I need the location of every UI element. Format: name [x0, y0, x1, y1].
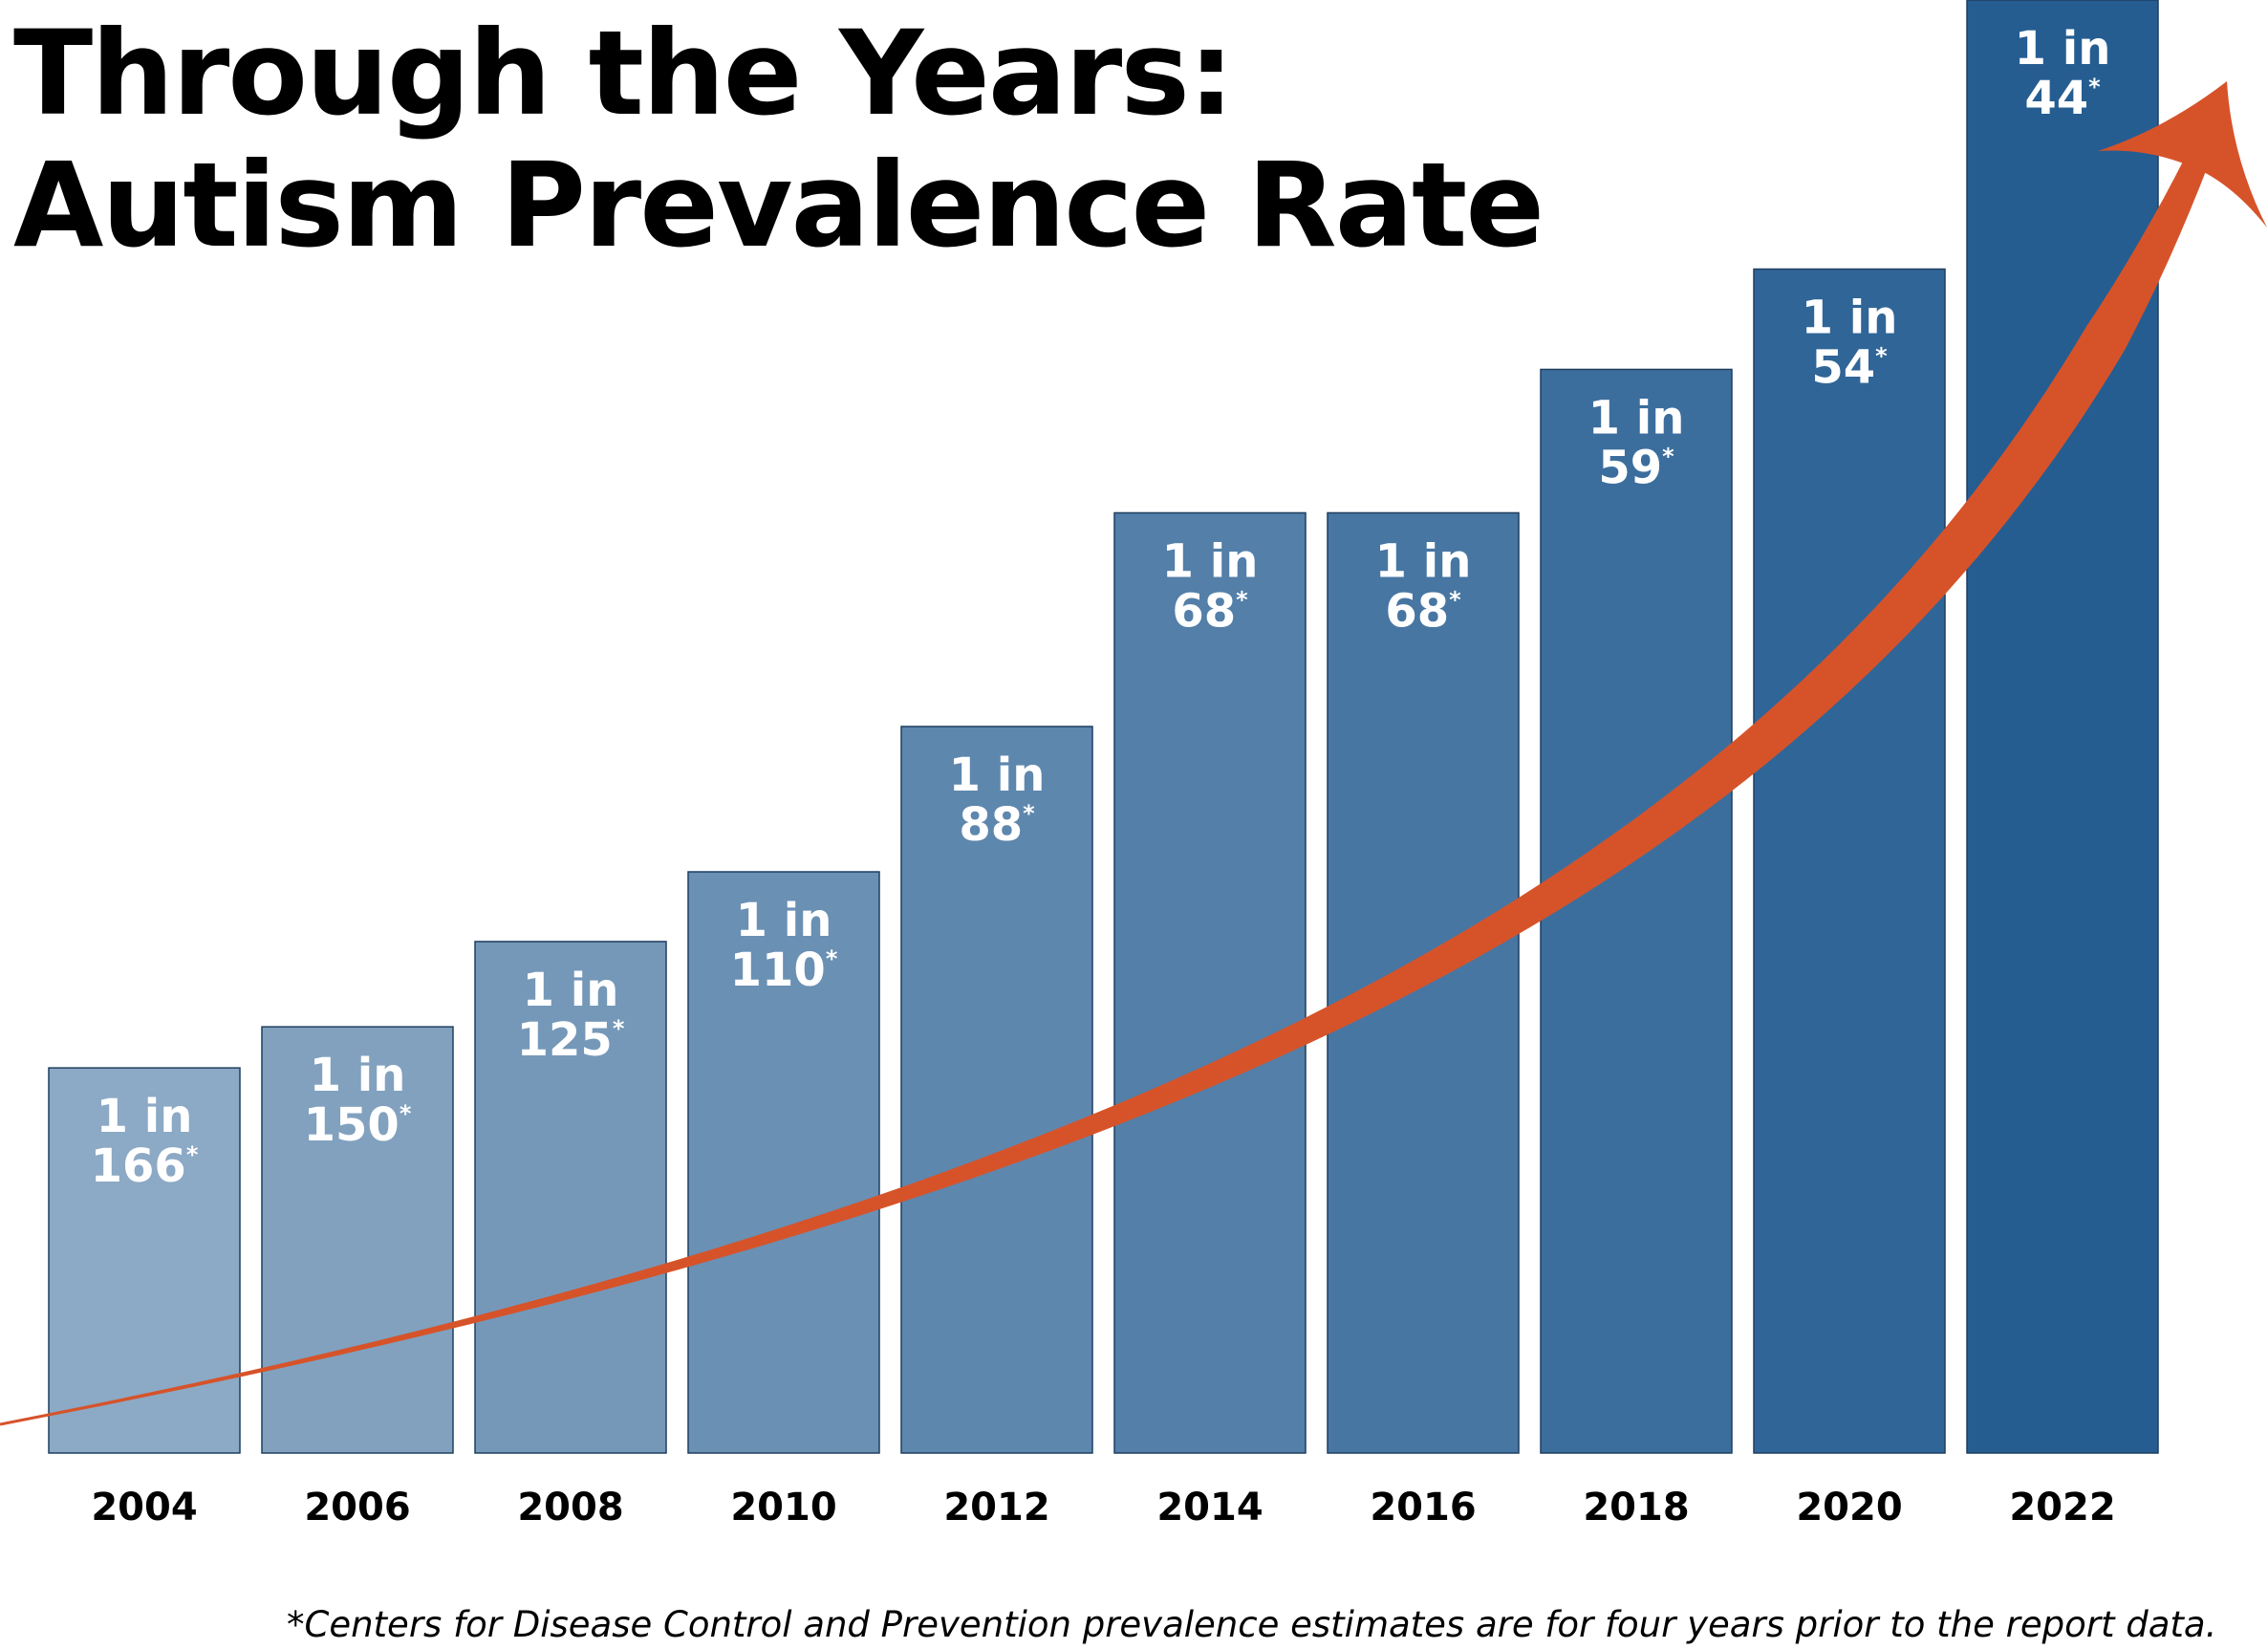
bar-label-prefix-2018: 1 in [1588, 391, 1685, 445]
x-tick-2018: 2018 [1583, 1486, 1689, 1530]
chart-title-line-1: Through the Years: [13, 6, 1235, 141]
x-tick-2022: 2022 [2009, 1486, 2115, 1530]
bar-label-prefix-2014: 1 in [1162, 534, 1259, 588]
x-tick-2004: 2004 [91, 1486, 197, 1530]
bar-label-prefix-2022: 1 in [2015, 22, 2111, 76]
bars-group [48, 0, 2159, 1454]
bar-label-prefix-2020: 1 in [1802, 291, 1898, 344]
bar-2012 [900, 726, 1093, 1454]
bar-value-label-2014: 68* [1172, 584, 1248, 638]
bar-2010 [687, 871, 880, 1454]
bar-value-label-2022: 44* [2024, 72, 2101, 125]
bar-value-label-2010: 110* [730, 944, 838, 997]
x-tick-2020: 2020 [1796, 1486, 1902, 1530]
x-tick-2008: 2008 [517, 1486, 623, 1530]
bar-label-prefix-2010: 1 in [736, 894, 832, 947]
x-tick-2016: 2016 [1370, 1486, 1476, 1530]
bar-value-label-2006: 150* [304, 1098, 412, 1152]
bar-2020 [1753, 268, 1946, 1454]
x-tick-2014: 2014 [1156, 1486, 1263, 1530]
bar-2008 [474, 941, 667, 1454]
bar-value-label-2020: 54* [1811, 340, 1888, 394]
bar-value-label-2012: 88* [959, 798, 1035, 852]
trend-arrow-group [0, 81, 2267, 1426]
x-tick-2012: 2012 [943, 1486, 1049, 1530]
bar-2004 [48, 1067, 241, 1454]
bar-2018 [1540, 368, 1733, 1454]
bar-value-label-2004: 166* [91, 1139, 199, 1193]
x-axis-tick-labels: 2004 2006 2008 2010 2012 2014 2016 2018 2020 2022 [91, 1486, 2115, 1530]
bar-label-prefix-2008: 1 in [523, 964, 619, 1017]
chart-title: Through the Years: Autism Prevalence Rat… [13, 6, 1544, 273]
footnote: *Centers for Disease Control and Prevent… [287, 1604, 2217, 1645]
bar-label-prefix-2004: 1 in [97, 1090, 193, 1143]
bar-value-label-2018: 59* [1598, 441, 1674, 494]
bar-label-prefix-2006: 1 in [310, 1049, 406, 1102]
bar-value-label-2016: 68* [1385, 584, 1461, 638]
bar-label-prefix-2016: 1 in [1375, 534, 1472, 588]
bar-value-label-2008: 125* [517, 1013, 625, 1067]
trend-arrow-head [2098, 81, 2267, 228]
chart-title-line-2: Autism Prevalence Rate [13, 138, 1544, 273]
bar-2006 [261, 1026, 454, 1454]
bar-2014 [1113, 511, 1307, 1454]
x-tick-2010: 2010 [730, 1486, 836, 1530]
bar-label-prefix-2012: 1 in [949, 749, 1046, 802]
x-tick-2006: 2006 [304, 1486, 410, 1530]
bar-2022 [1966, 0, 2159, 1454]
